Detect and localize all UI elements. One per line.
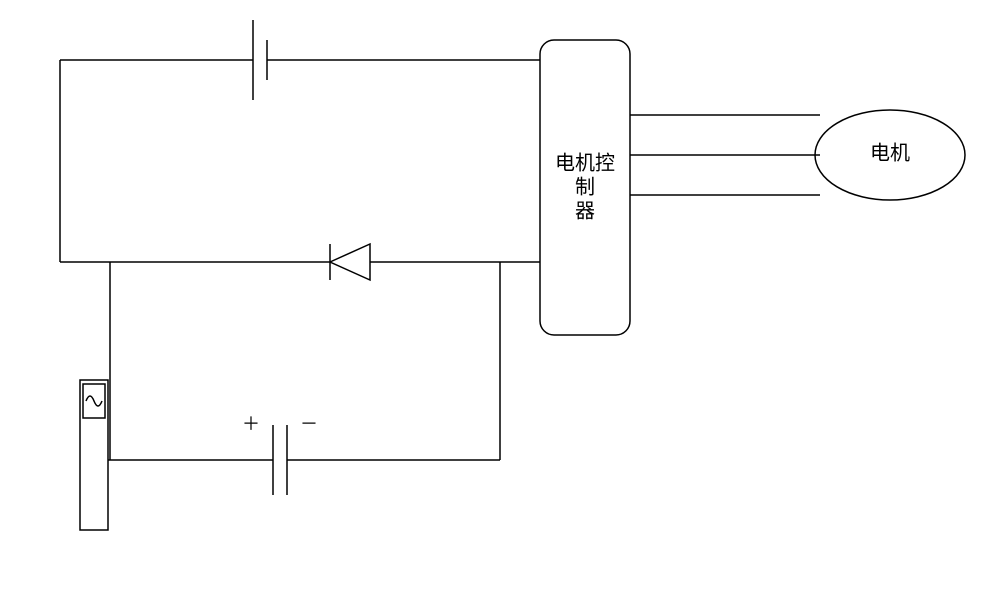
capacitor-plus-label: ＋ <box>242 414 260 434</box>
diode-icon <box>330 244 370 280</box>
motor-label: 电机 <box>870 142 910 165</box>
motor-controller-label: 电机控 <box>555 152 615 175</box>
capacitor-minus-label: － <box>300 414 318 434</box>
motor-controller-label: 制 <box>575 176 595 199</box>
motor-controller-label: 器 <box>575 201 595 223</box>
